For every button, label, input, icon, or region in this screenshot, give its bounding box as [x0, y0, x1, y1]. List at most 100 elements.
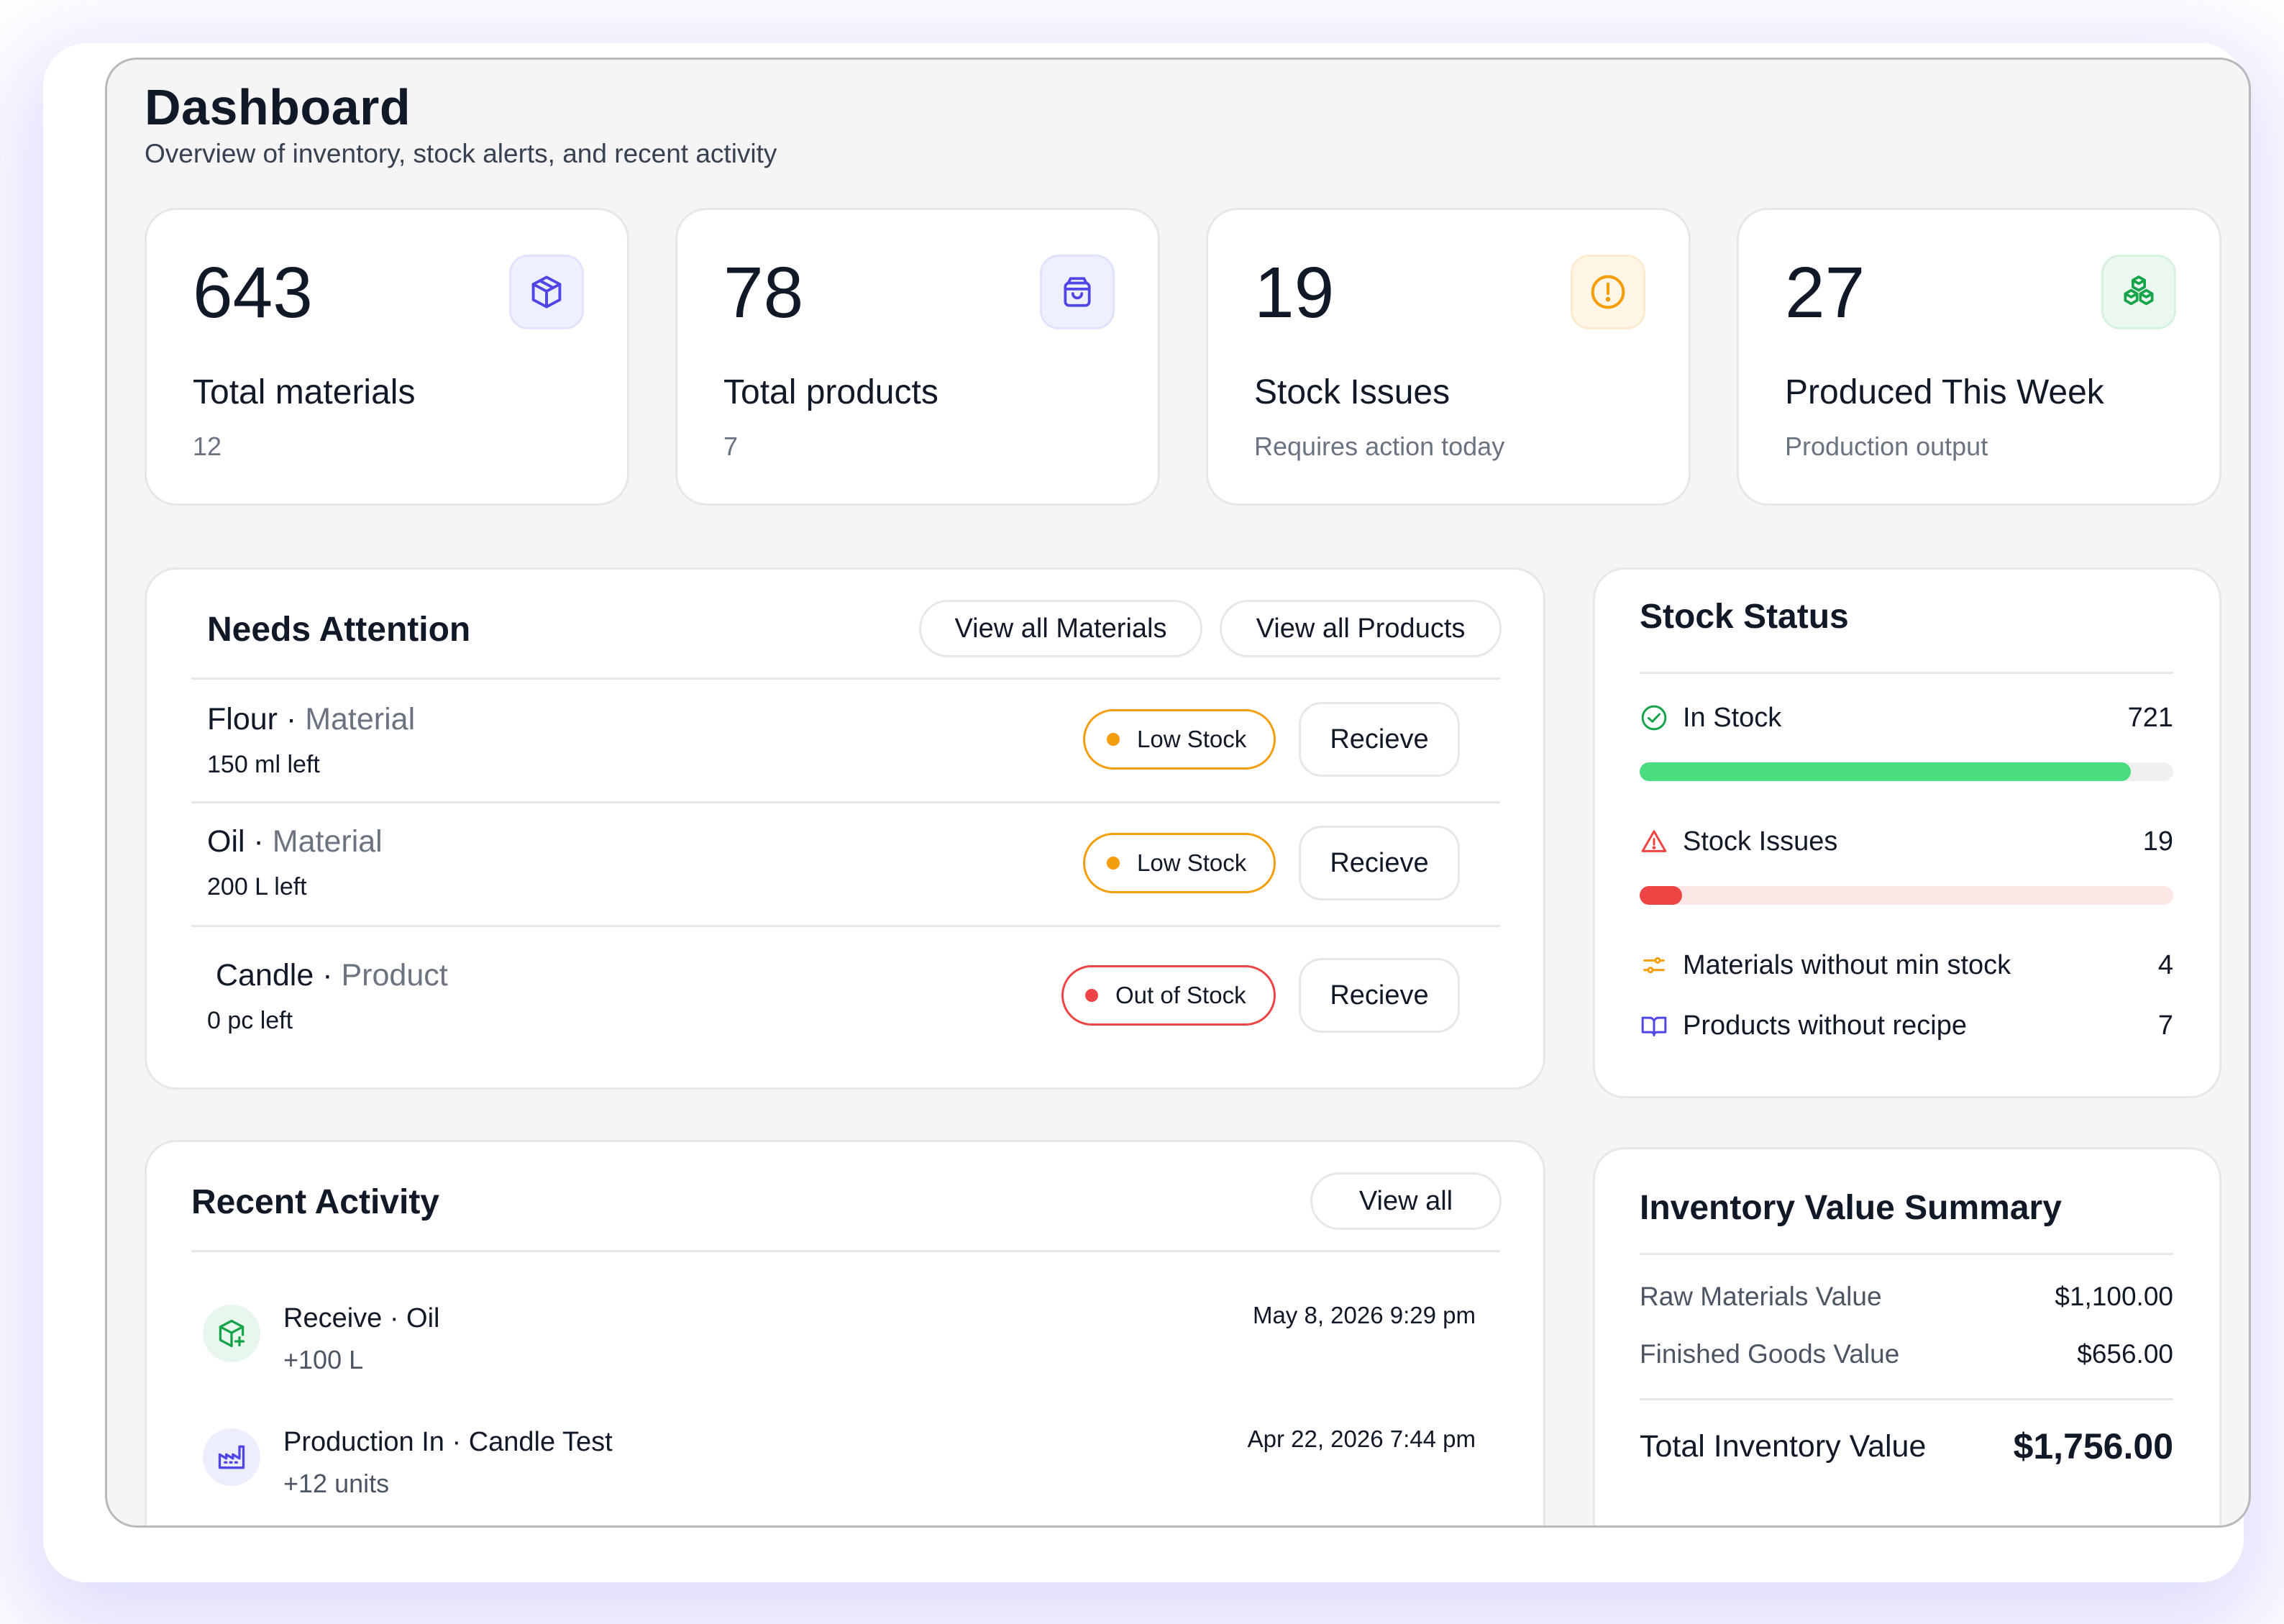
section-title: Stock Status: [1640, 598, 1849, 636]
in-stock-progress-fill: [1640, 762, 2131, 781]
divider: [1640, 1253, 2173, 1255]
page-title: Dashboard: [145, 79, 411, 135]
item-name: Flour: [207, 702, 278, 736]
section-title: Recent Activity: [191, 1183, 439, 1221]
in-stock-progress-bar: [1640, 762, 2173, 781]
item-name-line: Flour · Material: [207, 702, 415, 737]
activity-time: Apr 22, 2026 7:44 pm: [1247, 1425, 1476, 1452]
activity-title: Receive · Oil: [283, 1303, 440, 1333]
stat-card-total-materials: 643 Total materials 12: [145, 208, 629, 506]
item-name: Oil: [207, 824, 245, 859]
in-stock-label: In Stock: [1683, 702, 1782, 733]
stock-issues-row: Stock Issues 19: [1640, 820, 2173, 863]
status-dot: [1107, 857, 1120, 870]
separator: ·: [322, 958, 333, 993]
cube-icon: [509, 255, 584, 329]
finished-goods-value: $656.00: [2077, 1339, 2173, 1369]
item-quantity-left: 150 ml left: [207, 751, 320, 778]
view-all-activity-button[interactable]: View all: [1310, 1172, 1502, 1230]
warning-triangle-icon: [1641, 830, 1667, 852]
section-title: Needs Attention: [207, 611, 471, 649]
materials-without-min-value: 4: [2157, 949, 2173, 980]
stat-card-produced-this-week: 27 Produced This Week Production output: [1737, 208, 2221, 506]
boxes-icon: [2101, 255, 2176, 329]
activity-sub: +12 units: [283, 1469, 390, 1498]
stock-issues-progress-bar: [1640, 886, 2173, 905]
status-label: Out of Stock: [1115, 982, 1246, 1008]
divider: [191, 801, 1500, 803]
stat-label: Produced This Week: [1785, 373, 2104, 411]
stat-label: Total products: [723, 373, 938, 411]
in-stock-value: 721: [2127, 702, 2173, 733]
item-type: Material: [305, 702, 416, 736]
products-without-recipe-value: 7: [2157, 1010, 2173, 1041]
divider: [191, 1250, 1500, 1252]
item-quantity-left: 0 pc left: [207, 1007, 293, 1034]
stat-value: 27: [1785, 252, 1865, 333]
total-inventory-row: Total Inventory Value $1,756.00: [1640, 1425, 2173, 1467]
materials-without-min-label: Materials without min stock: [1683, 949, 2011, 980]
status-dot: [1107, 733, 1120, 746]
raw-materials-value: $1,100.00: [2055, 1282, 2173, 1311]
item-type: Product: [341, 958, 448, 993]
status-dot: [1085, 989, 1098, 1002]
stock-issues-progress-fill: [1640, 886, 1683, 905]
view-all-materials-button[interactable]: View all Materials: [919, 600, 1202, 657]
receive-button[interactable]: Recieve: [1299, 958, 1460, 1033]
stock-status-card: Stock Status In Stock 721 Stock Issues 1…: [1593, 567, 2221, 1098]
materials-without-min-row[interactable]: Materials without min stock 4: [1640, 944, 2173, 987]
item-name-line: Candle · Product: [216, 958, 448, 993]
stat-sub: Requires action today: [1254, 432, 1505, 461]
section-title: Inventory Value Summary: [1640, 1189, 2062, 1227]
check-circle-icon: [1641, 705, 1667, 731]
attention-row: Flour · Material 150 ml left Low Stock R…: [191, 680, 1500, 803]
view-all-products-button[interactable]: View all Products: [1220, 600, 1502, 657]
products-without-recipe-row[interactable]: Products without recipe 7: [1640, 1004, 2173, 1047]
receive-button[interactable]: Recieve: [1299, 702, 1460, 777]
stat-value: 19: [1254, 252, 1335, 333]
in-stock-row: In Stock 721: [1640, 696, 2173, 739]
package-plus-icon: [203, 1305, 260, 1362]
stat-card-stock-issues: 19 Stock Issues Requires action today: [1206, 208, 1691, 506]
activity-time: May 8, 2026 9:29 pm: [1252, 1302, 1476, 1328]
shopping-bag-icon: [1040, 255, 1115, 329]
receive-button[interactable]: Recieve: [1299, 826, 1460, 900]
book-open-icon: [1641, 1016, 1667, 1036]
item-name: Candle: [216, 958, 314, 993]
recent-activity-card: Recent Activity View all Receive · Oil +…: [145, 1140, 1545, 1525]
stock-issues-label: Stock Issues: [1683, 826, 1838, 857]
inventory-value-card: Inventory Value Summary Raw Materials Va…: [1593, 1147, 2221, 1525]
stat-label: Stock Issues: [1254, 373, 1451, 411]
activity-sub: +100 L: [283, 1345, 364, 1374]
attention-row: Candle · Product 0 pc left Out of Stock …: [191, 928, 1500, 1050]
products-without-recipe-label: Products without recipe: [1683, 1010, 1967, 1041]
raw-materials-label: Raw Materials Value: [1640, 1282, 1882, 1311]
stat-sub: 7: [723, 432, 739, 461]
stat-value: 78: [723, 252, 804, 333]
item-type: Material: [272, 824, 383, 859]
finished-goods-label: Finished Goods Value: [1640, 1339, 1900, 1369]
separator: ·: [253, 824, 264, 859]
stat-card-total-products: 78 Total products 7: [675, 208, 1160, 506]
stat-sub: 12: [193, 432, 222, 461]
status-label: Low Stock: [1137, 726, 1247, 752]
factory-icon: [203, 1428, 260, 1486]
page-subtitle: Overview of inventory, stock alerts, and…: [145, 139, 777, 168]
divider: [1640, 672, 2173, 674]
divider: [191, 925, 1500, 927]
attention-row: Oil · Material 200 L left Low Stock Reci…: [191, 804, 1500, 926]
total-inventory-value: $1,756.00: [2013, 1426, 2173, 1466]
dashboard-window: Dashboard Overview of inventory, stock a…: [105, 58, 2251, 1528]
divider: [191, 678, 1500, 680]
activity-title: Production In · Candle Test: [283, 1427, 613, 1457]
divider: [1640, 1398, 2173, 1400]
finished-goods-row: Finished Goods Value $656.00: [1640, 1339, 2173, 1369]
stat-value: 643: [193, 252, 313, 333]
status-badge: Low Stock: [1083, 833, 1276, 893]
item-quantity-left: 200 L left: [207, 873, 307, 900]
status-label: Low Stock: [1137, 849, 1247, 876]
stock-issues-value: 19: [2142, 826, 2173, 857]
sliders-icon: [1643, 957, 1665, 974]
stat-sub: Production output: [1785, 432, 1988, 461]
separator: ·: [286, 702, 297, 736]
